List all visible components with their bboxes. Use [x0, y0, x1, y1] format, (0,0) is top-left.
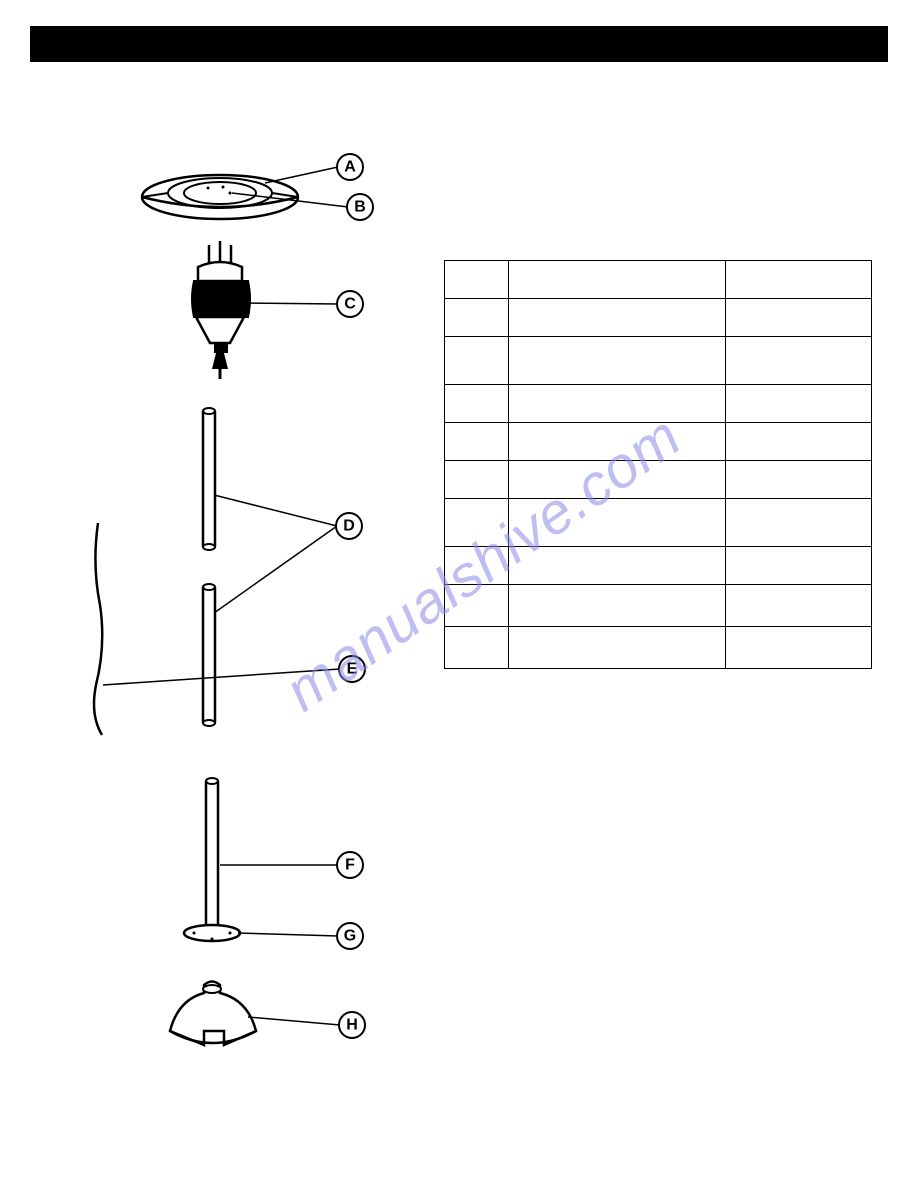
svg-text:C: C	[344, 296, 356, 313]
svg-text:H: H	[346, 1017, 358, 1034]
header-bar	[30, 26, 888, 62]
table-row	[445, 461, 872, 499]
parts-table	[444, 260, 872, 669]
svg-text:A: A	[344, 159, 356, 176]
svg-text:D: D	[343, 518, 355, 535]
parts-diagram: A B C D E F G H	[90, 145, 380, 1090]
part-f-pole	[184, 778, 240, 941]
svg-text:B: B	[354, 199, 366, 216]
part-h-base	[170, 982, 256, 1046]
table-row	[445, 299, 872, 337]
label-d: D	[336, 513, 362, 539]
table-row	[445, 547, 872, 585]
svg-text:F: F	[345, 857, 355, 874]
label-e: E	[339, 656, 365, 682]
table-row	[445, 423, 872, 461]
part-c-burner	[192, 241, 250, 379]
label-a: A	[337, 154, 363, 180]
label-h: H	[339, 1012, 365, 1038]
label-g: G	[337, 923, 363, 949]
part-e-hose	[94, 523, 102, 735]
table-row	[445, 499, 872, 547]
table-row	[445, 385, 872, 423]
label-c: C	[337, 291, 363, 317]
svg-text:E: E	[347, 661, 358, 678]
table-row	[445, 261, 872, 299]
label-f: F	[337, 852, 363, 878]
table-row	[445, 585, 872, 627]
label-b: B	[347, 194, 373, 220]
svg-text:G: G	[344, 928, 356, 945]
table-row	[445, 627, 872, 669]
table-row	[445, 337, 872, 385]
